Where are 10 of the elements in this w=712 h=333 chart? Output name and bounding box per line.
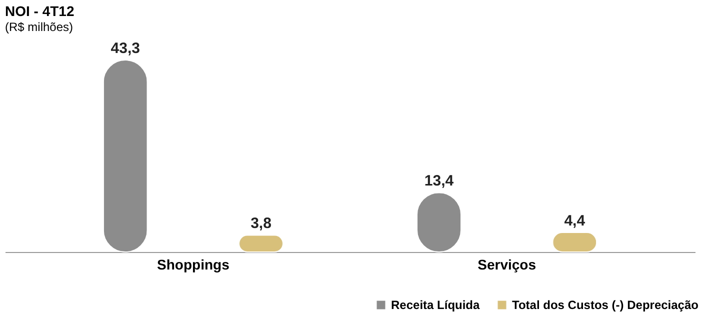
legend-label: Total dos Custos (-) Depreciação [512, 298, 698, 312]
x-tick-label: Shoppings [157, 256, 230, 272]
data-label: 3,8 [250, 215, 272, 232]
legend-label: Receita Líquida [391, 298, 480, 312]
chart-subtitle: (R$ milhões) [5, 20, 74, 34]
x-tick-label: Serviços [478, 256, 536, 272]
data-label: 43,3 [110, 40, 140, 58]
chart-title: NOI - 4T12 [5, 3, 74, 19]
data-label: 13,4 [424, 172, 454, 190]
data-label: 4,4 [564, 212, 586, 230]
